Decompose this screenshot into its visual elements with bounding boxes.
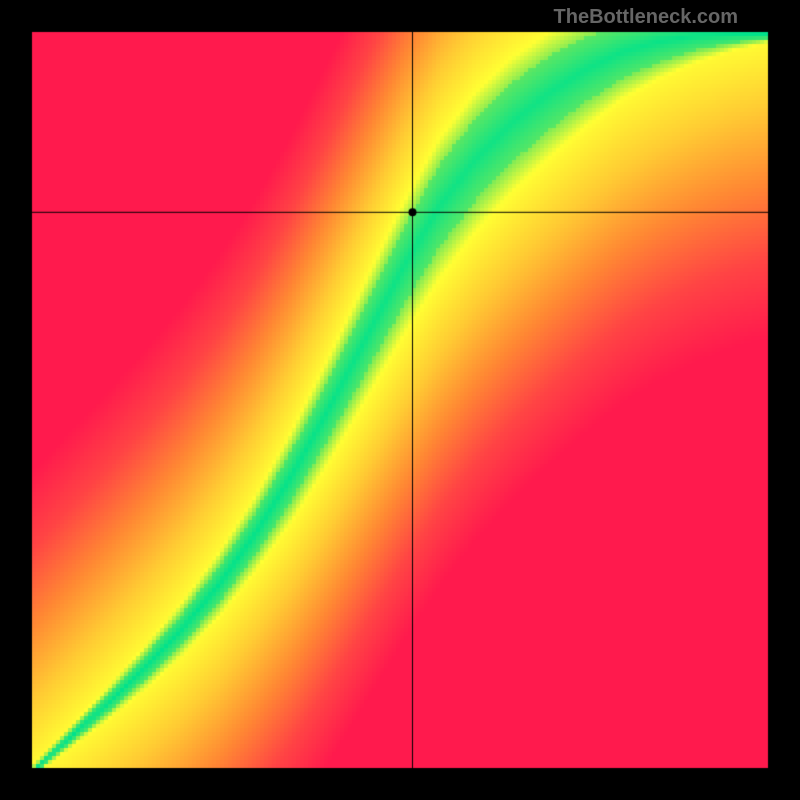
chart-container: TheBottleneck.com [0,0,800,800]
watermark-text: TheBottleneck.com [554,6,738,29]
heatmap-canvas [0,0,800,800]
